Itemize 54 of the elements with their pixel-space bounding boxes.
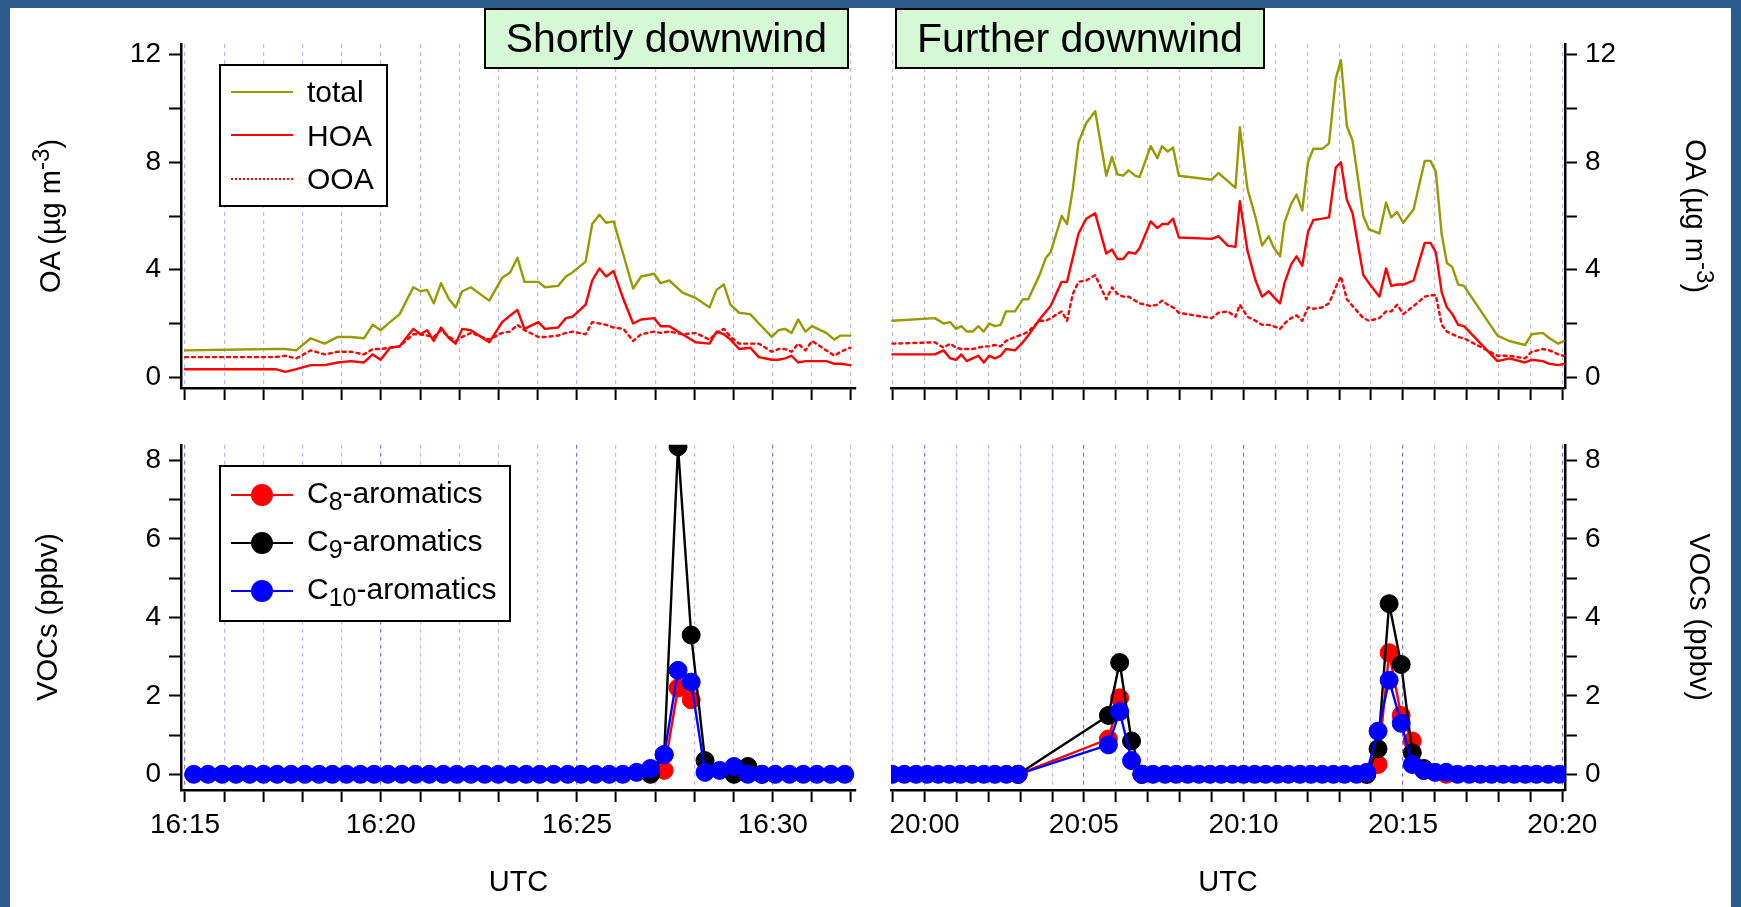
x-tick-label: 16:20: [345, 807, 416, 839]
y-tick-label: 2: [145, 678, 161, 710]
point: [1391, 713, 1411, 733]
point: [681, 625, 701, 645]
y-tick-label: 0: [145, 359, 161, 391]
y-tick-label: 0: [145, 757, 161, 789]
point: [1110, 702, 1130, 722]
y-tick-label: 4: [1585, 600, 1601, 632]
x-tick-label: 20:20: [1527, 807, 1598, 839]
y-tick-label: 4: [145, 600, 161, 632]
point: [1110, 653, 1130, 673]
point: [1122, 751, 1142, 771]
chart-title: Further downwind: [895, 8, 1265, 70]
y-tick-label: 12: [129, 37, 161, 69]
y-tick-label: 8: [145, 144, 161, 176]
legend-label: total: [307, 74, 364, 110]
x-axis-title: UTC: [488, 864, 549, 897]
x-tick-label: 16:15: [149, 807, 221, 839]
point: [724, 756, 744, 776]
chart-title: Shortly downwind: [483, 8, 849, 70]
point: [681, 672, 701, 692]
legend-label: HOA: [307, 117, 373, 154]
x-tick-label: 20:15: [1367, 807, 1438, 839]
y-tick-label: 8: [1585, 443, 1601, 475]
y-axis-title: VOCs (ppbv): [30, 533, 63, 702]
point: [1098, 735, 1118, 755]
y-axis-title: VOCs (ppbv): [1683, 533, 1716, 702]
point: [641, 758, 661, 778]
y-tick-label: 8: [145, 443, 161, 475]
y-tick-label: 0: [1585, 359, 1601, 391]
y-tick-label: 12: [1585, 37, 1617, 69]
legend-label: C$_{8}$-aromatics: [307, 474, 483, 517]
x-tick-label: 16:30: [737, 807, 808, 839]
y-tick-label: 2: [1585, 678, 1601, 710]
legend-label: C$_{9}$-aromatics: [307, 523, 483, 566]
x-axis-title: UTC: [1198, 864, 1258, 897]
legend-label: OOA: [307, 161, 374, 197]
point: [668, 660, 688, 680]
point: [1379, 594, 1399, 614]
y-tick-label: 6: [1585, 521, 1601, 553]
x-tick-label: 16:25: [541, 807, 612, 839]
x-tick-label: 20:00: [889, 807, 960, 839]
point: [1379, 670, 1399, 690]
point: [1368, 721, 1388, 741]
y-tick-label: 4: [1585, 252, 1601, 284]
x-tick-label: 20:10: [1208, 807, 1279, 839]
point: [1391, 654, 1411, 674]
point: [835, 764, 855, 784]
y-tick-label: 0: [1585, 757, 1601, 789]
y-tick-label: 8: [1585, 144, 1601, 176]
y-tick-label: 6: [145, 521, 161, 553]
legend-label: C$_{10}$-aromatics: [307, 571, 497, 614]
x-tick-label: 20:05: [1048, 807, 1119, 839]
y-tick-label: 4: [145, 252, 161, 284]
